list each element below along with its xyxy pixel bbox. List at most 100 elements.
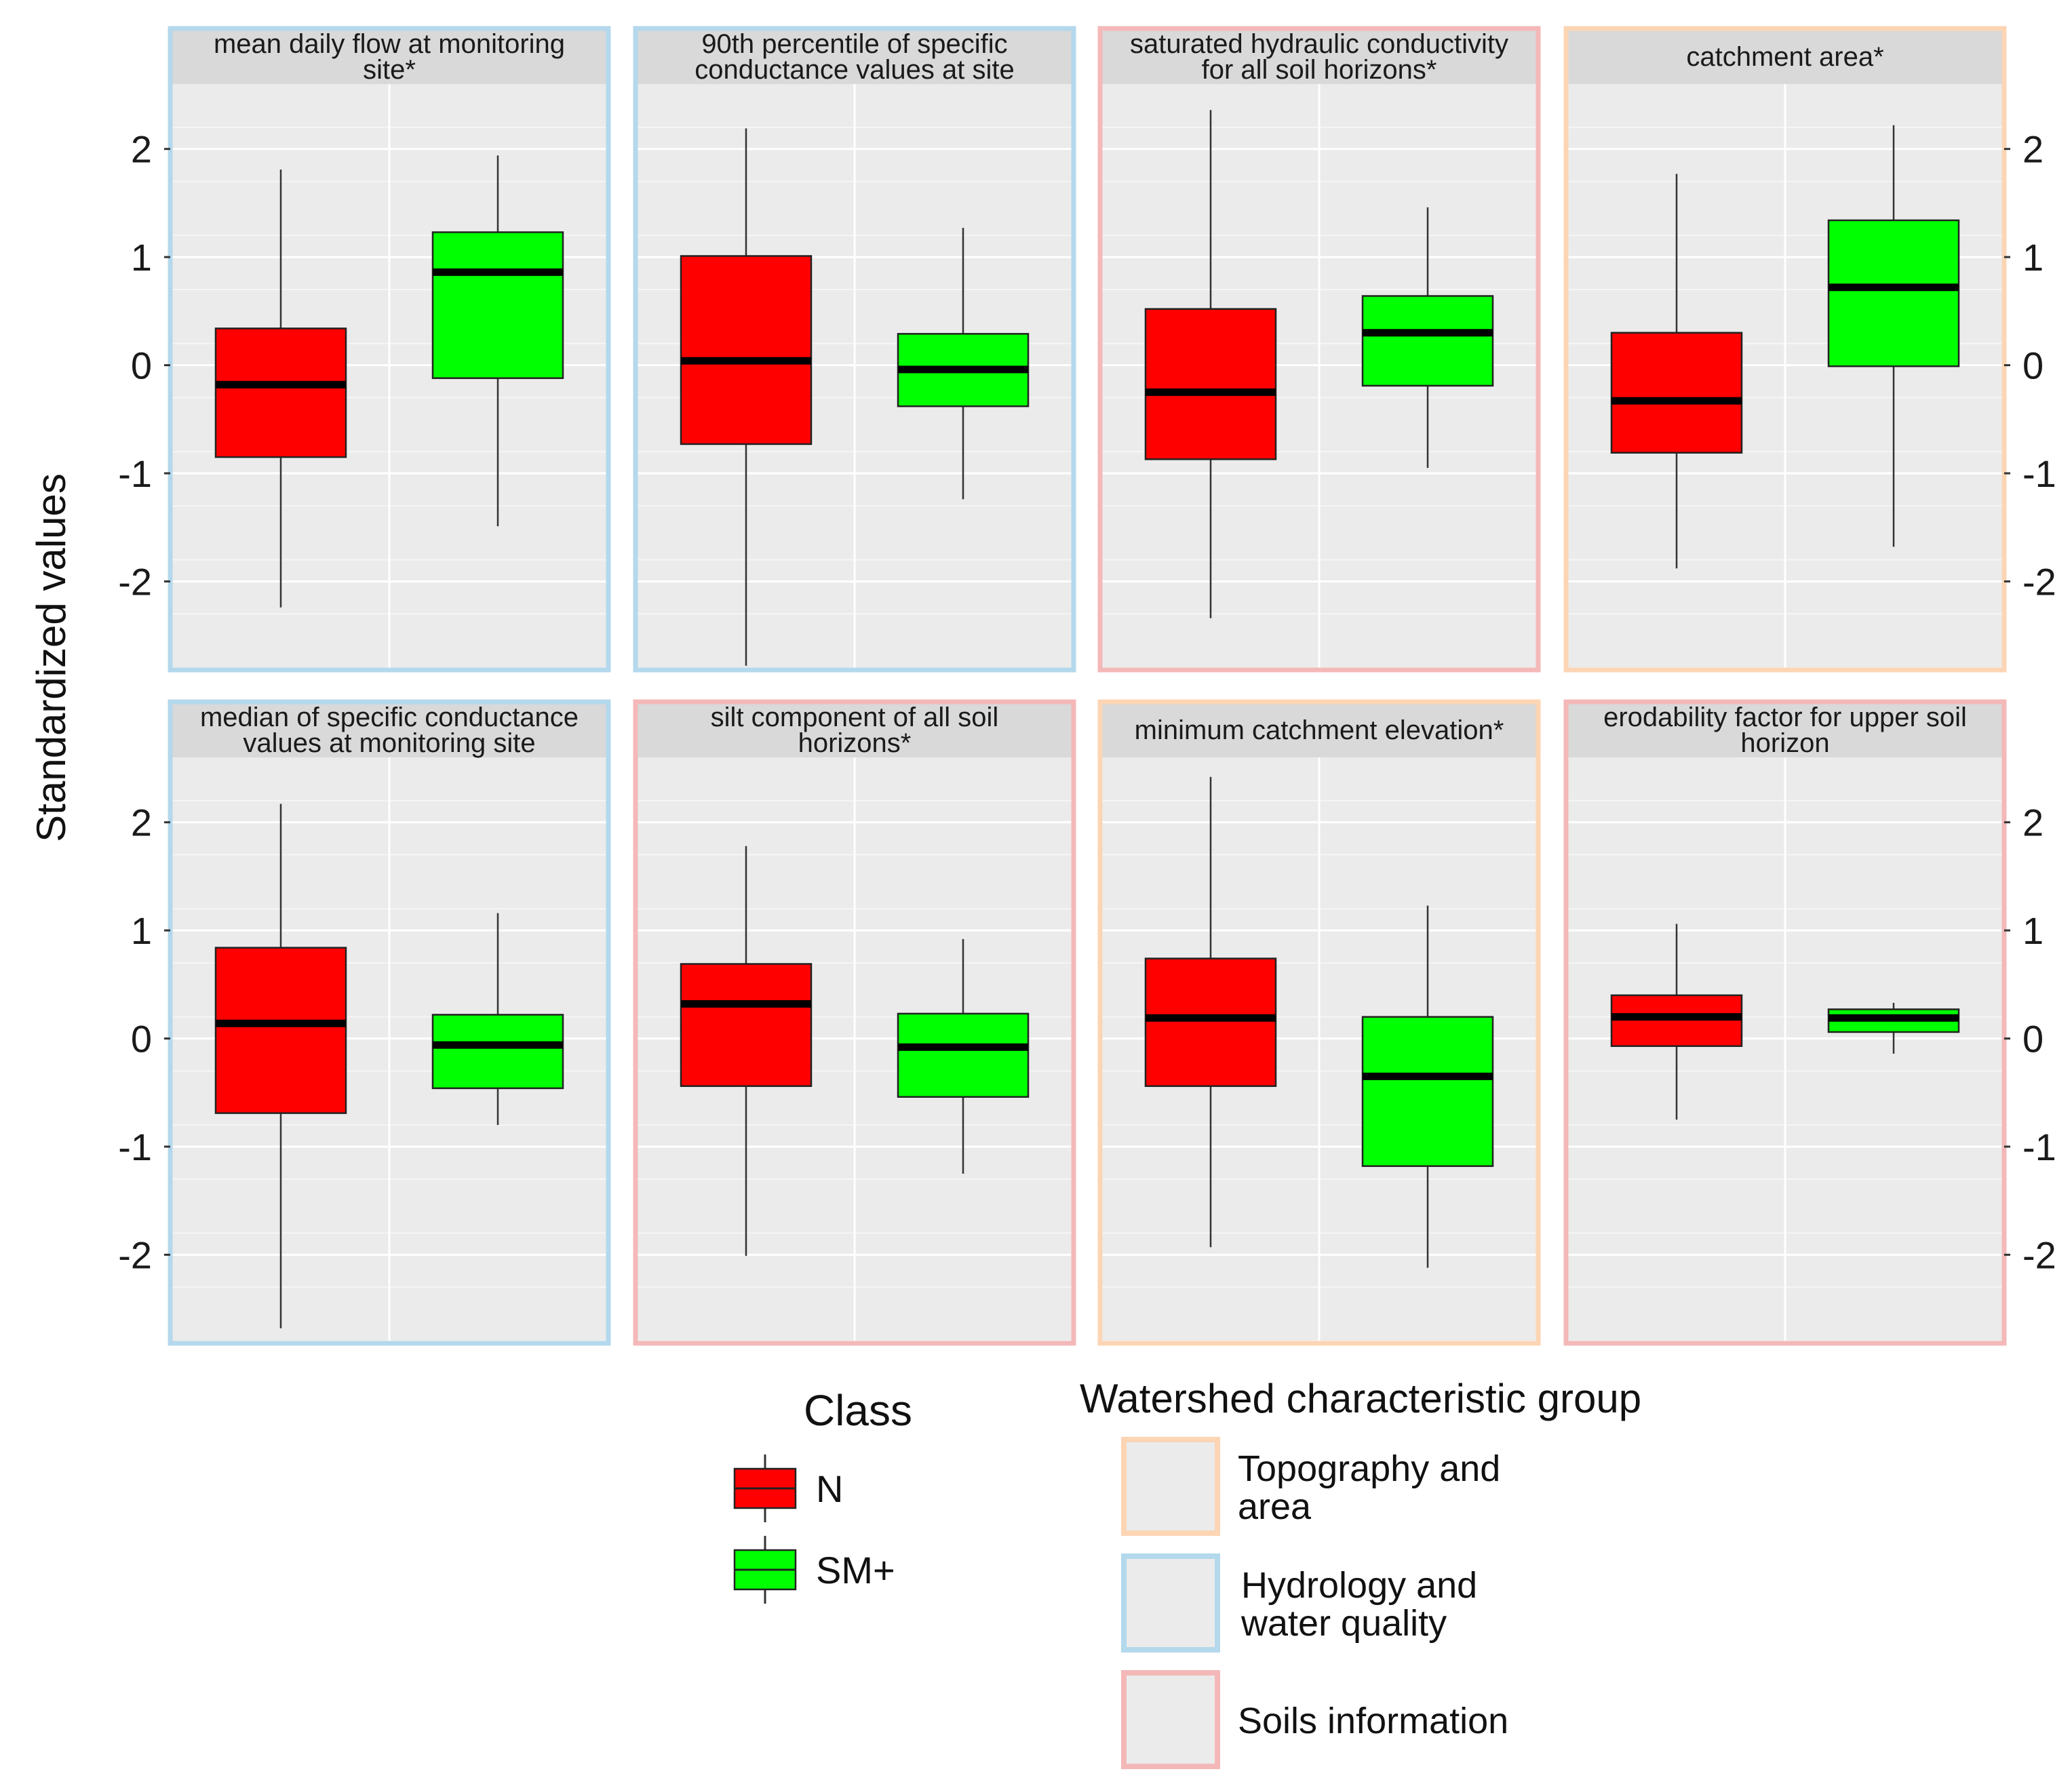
box-sm-plus: [431, 155, 564, 527]
y-tick-label: -1: [2022, 1126, 2056, 1168]
facet-title: saturated hydraulic conductivity: [1130, 29, 1508, 59]
box-n: [214, 804, 347, 1328]
y-tick-label: 2: [2022, 128, 2044, 171]
y-tick-label: 0: [2022, 1018, 2044, 1061]
y-tick-label: 0: [2022, 344, 2044, 387]
y-tick-label: 0: [131, 1018, 152, 1061]
group-border: [1563, 699, 2007, 1346]
box-body: [1144, 308, 1277, 460]
facet-title: median of specific conductance: [200, 702, 579, 732]
legend-group-label: area: [1238, 1486, 1312, 1527]
box-n: [680, 128, 813, 666]
box-n: [1144, 776, 1277, 1248]
y-tick-label: -1: [118, 452, 152, 495]
facet-panel: catchment area* -2 -1 0 1 2: [1563, 26, 2056, 673]
y-tick-label: 1: [2022, 909, 2044, 952]
legend-group-item: Soils information: [1121, 1670, 1508, 1769]
box-body: [431, 1014, 564, 1090]
group-border: [633, 699, 1076, 1346]
facet-title: horizon: [1740, 728, 1829, 758]
y-tick-label: 2: [131, 128, 152, 171]
facet-title: for all soil horizons*: [1202, 55, 1437, 85]
group-border: [1563, 26, 2007, 673]
box-body: [1144, 957, 1277, 1087]
facet-strip: [638, 702, 1072, 757]
box-body: [1610, 332, 1743, 454]
facet-strip: [1568, 702, 2002, 757]
legend-group-swatch: [1121, 1437, 1220, 1536]
group-border: [1097, 26, 1541, 673]
legend-group-swatch: [1121, 1670, 1220, 1769]
legend-class-label: N: [816, 1467, 843, 1510]
legend-group-title: Watershed characteristic group: [1080, 1376, 1641, 1421]
facet-title: silt component of all soil: [711, 702, 999, 732]
legend-class-title: Class: [804, 1386, 912, 1435]
box-n: [214, 169, 347, 608]
box-body: [680, 963, 813, 1087]
group-border: [168, 26, 611, 673]
facet-strip: [638, 28, 1072, 84]
facet-strip: [172, 28, 606, 84]
box-n: [680, 846, 813, 1256]
facet-strip: [1568, 28, 2002, 84]
y-tick-label: -1: [118, 1126, 152, 1168]
facet-title: values at monitoring site: [243, 728, 535, 758]
facet-title: conductance values at site: [695, 55, 1014, 85]
box-body: [214, 947, 347, 1114]
group-border: [633, 26, 1076, 673]
y-tick-label: -2: [118, 560, 152, 603]
facet-title: minimum catchment elevation*: [1135, 715, 1504, 745]
legend-group-swatch: [1121, 1553, 1220, 1652]
facet-panel: minimum catchment elevation*: [1097, 699, 1541, 1346]
box-n: [1144, 110, 1277, 618]
y-tick-label: 1: [2022, 236, 2044, 279]
legend-class: Class N SM+: [733, 1386, 912, 1604]
y-tick-label: 0: [131, 344, 152, 387]
box-sm-plus: [897, 228, 1030, 500]
legend-key-sm-plus: SM+: [733, 1536, 895, 1604]
y-tick-label: 1: [131, 909, 152, 952]
legend-group: Watershed characteristic group Topograph…: [1080, 1376, 1641, 1769]
y-tick-label: 2: [131, 801, 152, 844]
group-border: [1097, 699, 1541, 1346]
box-body: [680, 255, 813, 446]
y-tick-label: 1: [131, 236, 152, 279]
box-body: [1361, 295, 1494, 387]
legend-group-label: Topography and: [1238, 1448, 1500, 1489]
facet-title: horizons*: [798, 728, 912, 758]
facet-title: site*: [363, 55, 416, 85]
box-body: [1827, 219, 1960, 368]
box-body: [1361, 1016, 1494, 1167]
y-tick-label: -2: [118, 1233, 152, 1276]
box-n: [1610, 924, 1743, 1120]
facet-strip: [1102, 28, 1536, 84]
box-body: [431, 231, 564, 379]
box-sm-plus: [431, 913, 564, 1126]
legend-group-label: Soils information: [1238, 1701, 1508, 1741]
y-tick-label: -2: [2022, 1233, 2056, 1276]
legend-group-label: water quality: [1240, 1603, 1447, 1644]
box-body: [214, 328, 347, 458]
box-sm-plus: [1827, 1002, 1960, 1054]
y-axis-title-layer: Standardized values: [28, 473, 74, 842]
y-tick-label: -2: [2022, 560, 2056, 603]
legend-class-label: SM+: [816, 1549, 895, 1591]
facet-title: mean daily flow at monitoring: [214, 29, 565, 59]
box-sm-plus: [1827, 125, 1960, 547]
y-tick-label: -1: [2022, 452, 2056, 495]
box-sm-plus: [1361, 207, 1494, 469]
facet-strip: [1102, 702, 1536, 757]
box-body: [897, 1012, 1030, 1098]
facet-panel: erodability factor for upper soilhorizon…: [1563, 699, 2056, 1346]
y-axis-title: Standardized values: [28, 473, 74, 842]
legend-group-label: Hydrology and: [1241, 1565, 1477, 1606]
box-sm-plus: [897, 938, 1030, 1174]
